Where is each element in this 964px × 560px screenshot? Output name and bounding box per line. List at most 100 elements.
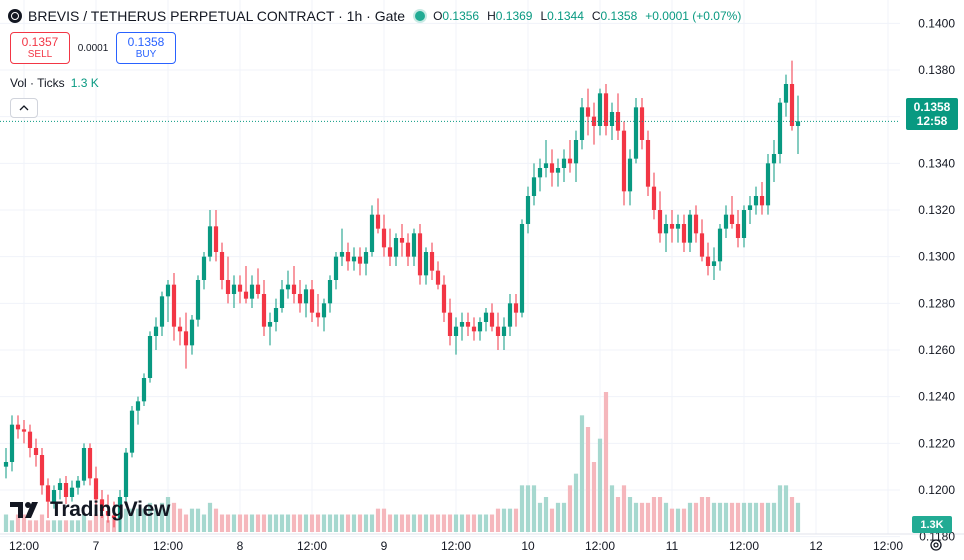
volume-bar	[93, 514, 99, 532]
chart-settings-button[interactable]	[928, 537, 944, 553]
buy-button[interactable]: 0.1358 BUY	[116, 32, 176, 64]
candle-body	[183, 331, 189, 346]
candle	[543, 140, 549, 178]
candle-body	[339, 252, 345, 257]
candle	[291, 266, 297, 304]
time-tick-label: 7	[93, 539, 100, 553]
candle	[339, 228, 345, 266]
volume-bar	[477, 514, 483, 532]
volume-bar	[69, 520, 75, 532]
volume-bar	[27, 520, 33, 532]
candle-body	[177, 326, 183, 332]
candle-body	[69, 487, 75, 497]
candle-body	[543, 163, 549, 168]
volume-bar	[225, 514, 231, 532]
candle	[123, 448, 129, 502]
volume-bar	[753, 502, 759, 532]
candle	[585, 88, 591, 136]
candle	[213, 210, 219, 262]
candle	[87, 443, 93, 486]
candle-body	[771, 154, 777, 164]
candle-body	[663, 224, 669, 234]
price-tick-label: 0.1380	[918, 63, 955, 77]
tradingview-logo[interactable]: TradingView	[10, 498, 170, 522]
candle-body	[135, 401, 141, 411]
volume-bar	[651, 497, 657, 532]
candle	[759, 182, 765, 215]
volume-bar	[615, 497, 621, 532]
candle-body	[123, 452, 129, 497]
candle	[435, 261, 441, 290]
volume-bar	[657, 497, 663, 532]
candle	[765, 154, 771, 215]
candle	[351, 247, 357, 271]
candle-body	[51, 490, 57, 502]
volume-bar	[297, 514, 303, 532]
volume-bar	[777, 485, 783, 532]
volume-bar	[525, 485, 531, 532]
candle-body	[795, 121, 801, 126]
volume-bar	[279, 514, 285, 532]
volume-bar	[459, 514, 465, 532]
candle-body	[639, 107, 645, 140]
candle-body	[363, 252, 369, 264]
volume-bar	[627, 497, 633, 532]
candle-body	[141, 378, 147, 402]
market-status-icon[interactable]	[415, 11, 426, 21]
candle-body	[195, 280, 201, 320]
volume-bar	[375, 508, 381, 532]
candle-body	[33, 448, 39, 455]
candle-body	[21, 429, 27, 432]
candle-body	[777, 102, 783, 154]
candle	[507, 294, 513, 336]
candle	[63, 476, 69, 504]
candle-body	[513, 303, 519, 313]
candle	[687, 210, 693, 252]
volume-bar	[387, 514, 393, 532]
volume-bar	[483, 514, 489, 532]
candle	[369, 205, 375, 257]
collapse-legend-button[interactable]	[10, 98, 38, 118]
candle-body	[369, 214, 375, 252]
candle	[3, 448, 9, 479]
candle-body	[417, 233, 423, 276]
candle-body	[735, 224, 741, 238]
volume-legend[interactable]: Vol · Ticks 1.3 K	[10, 76, 99, 90]
time-axis[interactable]: 12:00 7 12:00 8 12:00 9 12:00 10 12:00 11 12:00 12 1…	[9, 539, 903, 553]
volume-bar	[309, 514, 315, 532]
candle	[393, 233, 399, 266]
sell-button[interactable]: 0.1357 SELL	[10, 32, 70, 64]
candle	[789, 60, 795, 131]
candle	[363, 247, 369, 276]
candle	[591, 102, 597, 145]
ohlc-high: H0.1369	[487, 9, 533, 23]
symbol-title[interactable]: BREVIS / TETHERUS PERPETUAL CONTRACT · 1…	[28, 8, 406, 24]
candle-body	[345, 252, 351, 262]
volume-bar	[675, 508, 681, 532]
volume-bar	[87, 520, 93, 532]
candle-body	[483, 312, 489, 322]
candle	[429, 242, 435, 280]
volume-bar	[645, 502, 651, 532]
candle-body	[87, 448, 93, 479]
price-axis[interactable]: 0.14000.13800.13600.13400.13200.13000.12…	[918, 16, 955, 543]
candle-body	[651, 186, 657, 210]
symbol-icon	[8, 9, 22, 23]
price-tick-label: 0.1320	[918, 203, 955, 217]
ohlc-close: C0.1358	[591, 9, 638, 23]
candle	[303, 284, 309, 318]
candle-body	[741, 210, 747, 238]
candle	[249, 275, 255, 308]
volume-bar	[123, 508, 129, 532]
candle-body	[81, 448, 87, 481]
volume-bar	[321, 514, 327, 532]
volume-bar	[699, 497, 705, 532]
candle	[477, 317, 483, 341]
candle-body	[675, 224, 681, 229]
candle	[51, 485, 57, 509]
candle-body	[153, 326, 159, 336]
sell-label: SELL	[27, 49, 53, 60]
candle	[285, 270, 291, 299]
candle-body	[657, 210, 663, 234]
